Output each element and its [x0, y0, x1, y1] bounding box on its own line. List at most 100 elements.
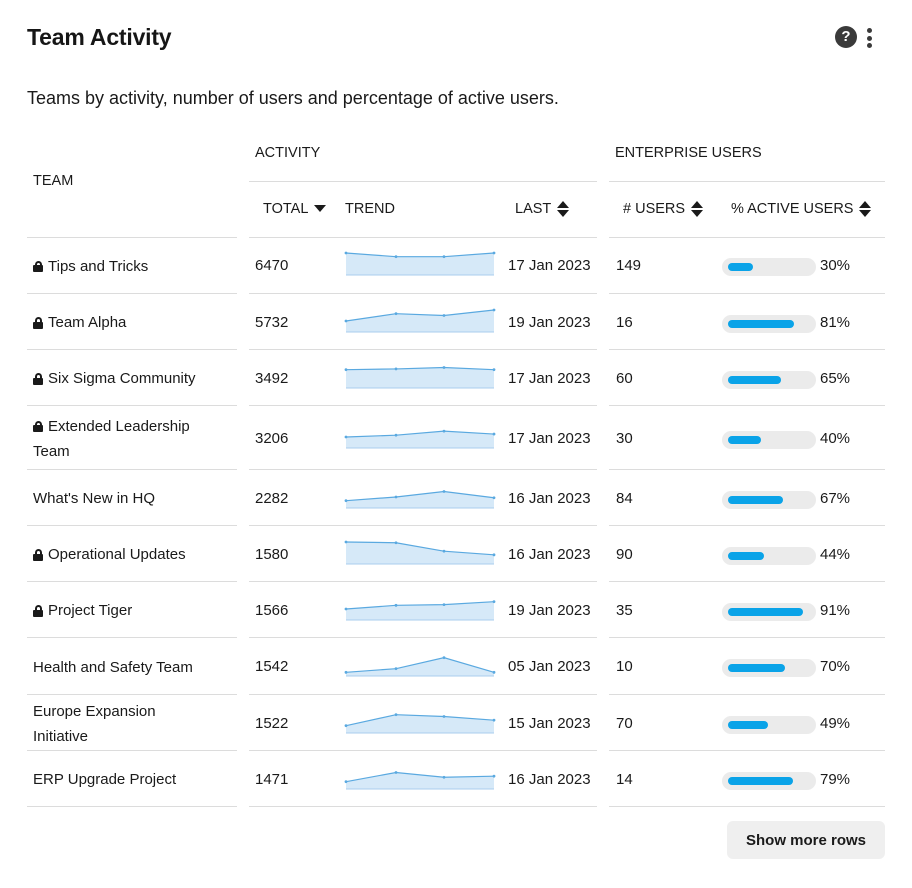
sparkline-line — [345, 771, 495, 782]
team-name: ERP Upgrade Project — [33, 771, 177, 788]
user-count: 60 — [616, 369, 633, 387]
row-divider — [249, 750, 597, 751]
row-divider — [27, 525, 237, 526]
team-name-link[interactable]: Project Tiger — [33, 598, 233, 623]
team-name-link[interactable]: Extended Leadership Team — [33, 414, 203, 464]
sparkline-line — [345, 430, 495, 438]
active-users-percent: 79% — [820, 770, 851, 788]
user-count: 35 — [616, 601, 633, 619]
table-row: Europe Expansion Initiative 1522 15 Jan 20… — [0, 696, 912, 751]
header-divider — [609, 237, 885, 238]
row-divider — [609, 750, 885, 751]
row-divider — [27, 349, 237, 350]
team-name-link[interactable]: Europe Expansion Initiative — [33, 699, 203, 749]
team-name-link[interactable]: Health and Safety Team — [33, 655, 233, 680]
total-activity: 2282 — [255, 489, 289, 507]
sparkline-point — [492, 552, 496, 556]
user-count: 10 — [616, 658, 633, 675]
team-name-link[interactable]: ERP Upgrade Project — [33, 767, 233, 792]
column-header-total[interactable]: TOTAL — [263, 201, 327, 217]
lock-icon — [33, 549, 43, 561]
sparkline-point — [394, 433, 398, 437]
sparkline-line — [345, 490, 495, 501]
active-users-percent: 40% — [820, 429, 851, 447]
total-activity: 3206 — [255, 429, 289, 447]
sparkline-point — [492, 599, 496, 603]
total-activity: 1566 — [255, 601, 289, 619]
lock-icon — [33, 317, 43, 329]
row-divider — [249, 349, 597, 350]
active-users-percent: 70% — [820, 658, 851, 675]
question-circle-icon[interactable]: ? — [835, 26, 857, 48]
sparkline-point — [394, 603, 398, 607]
sparkline-point — [442, 775, 446, 779]
active-users-progress-track — [722, 258, 816, 276]
row-divider — [27, 469, 237, 470]
trend-sparkline — [344, 599, 496, 620]
sparkline-area — [346, 309, 494, 332]
row-divider — [609, 349, 885, 350]
active-users-percent: 91% — [820, 601, 851, 619]
sparkline-area — [346, 772, 494, 789]
sparkline-point — [492, 670, 496, 674]
table-row: Extended Leadership Team 3206 17 Jan 2023 3… — [0, 407, 912, 470]
active-users-progress-fill — [728, 495, 783, 504]
sparkline-point — [344, 498, 348, 502]
sparkline-point — [394, 311, 398, 315]
sort-both-icon — [557, 201, 570, 218]
sparkline-point — [442, 714, 446, 718]
team-name-link[interactable]: Tips and Tricks — [33, 254, 233, 279]
trend-sparkline — [344, 770, 496, 789]
sparkline-area — [346, 657, 494, 676]
active-users-progress-fill — [728, 375, 781, 384]
team-name-link[interactable]: What's New in HQ — [33, 486, 233, 511]
total-activity: 1522 — [255, 714, 289, 732]
sparkline-point — [344, 670, 348, 674]
team-name-link[interactable]: Operational Updates — [33, 542, 233, 567]
row-divider — [27, 637, 237, 638]
column-header-last[interactable]: LAST — [515, 201, 570, 218]
sparkline-point — [344, 607, 348, 610]
active-users-progress-fill — [728, 776, 793, 785]
sparkline-point — [394, 495, 398, 498]
total-activity: 5732 — [255, 313, 289, 331]
group-header-activity: ACTIVITY — [255, 145, 321, 161]
row-divider — [249, 293, 597, 294]
team-name: What's New in HQ — [33, 490, 156, 507]
user-count: 84 — [616, 489, 633, 507]
active-users-progress-track — [722, 771, 816, 790]
column-header-active-users[interactable]: % ACTIVE USERS — [731, 201, 872, 218]
sparkline-point — [492, 495, 496, 499]
row-divider — [249, 694, 597, 695]
column-header-active-users-label: % ACTIVE USERS — [731, 201, 854, 217]
active-users-percent: 65% — [820, 369, 851, 387]
row-divider — [609, 581, 885, 582]
active-users-progress-track — [722, 715, 816, 734]
column-header-users[interactable]: # USERS — [623, 201, 704, 218]
team-name: Project Tiger — [48, 602, 133, 619]
team-name-link[interactable]: Six Sigma Community — [33, 366, 233, 391]
sparkline-point — [394, 540, 398, 544]
active-users-progress-fill — [728, 435, 761, 444]
sparkline-point — [492, 718, 496, 722]
sparkline-line — [345, 308, 495, 322]
row-divider — [27, 405, 237, 406]
sparkline-point — [344, 723, 348, 727]
sparkline-point — [492, 774, 496, 778]
trend-sparkline — [344, 308, 496, 332]
team-name-link[interactable]: Team Alpha — [33, 310, 233, 335]
sparkline-point — [442, 602, 446, 606]
user-count: 70 — [616, 714, 633, 732]
show-more-rows-button[interactable]: Show more rows — [727, 821, 885, 859]
last-activity-date: 17 Jan 2023 — [508, 257, 591, 274]
sort-descending-icon — [314, 205, 327, 213]
last-activity-date: 05 Jan 2023 — [508, 658, 591, 675]
user-count: 30 — [616, 429, 633, 447]
sparkline-point — [394, 367, 398, 370]
table-row: Six Sigma Community 3492 17 Jan 2023 60 65% — [0, 351, 912, 406]
trend-sparkline — [344, 429, 496, 448]
vertical-ellipsis-icon[interactable] — [864, 28, 874, 48]
sparkline-point — [442, 365, 446, 369]
last-activity-date: 19 Jan 2023 — [508, 601, 591, 619]
sparkline-point — [344, 251, 348, 255]
